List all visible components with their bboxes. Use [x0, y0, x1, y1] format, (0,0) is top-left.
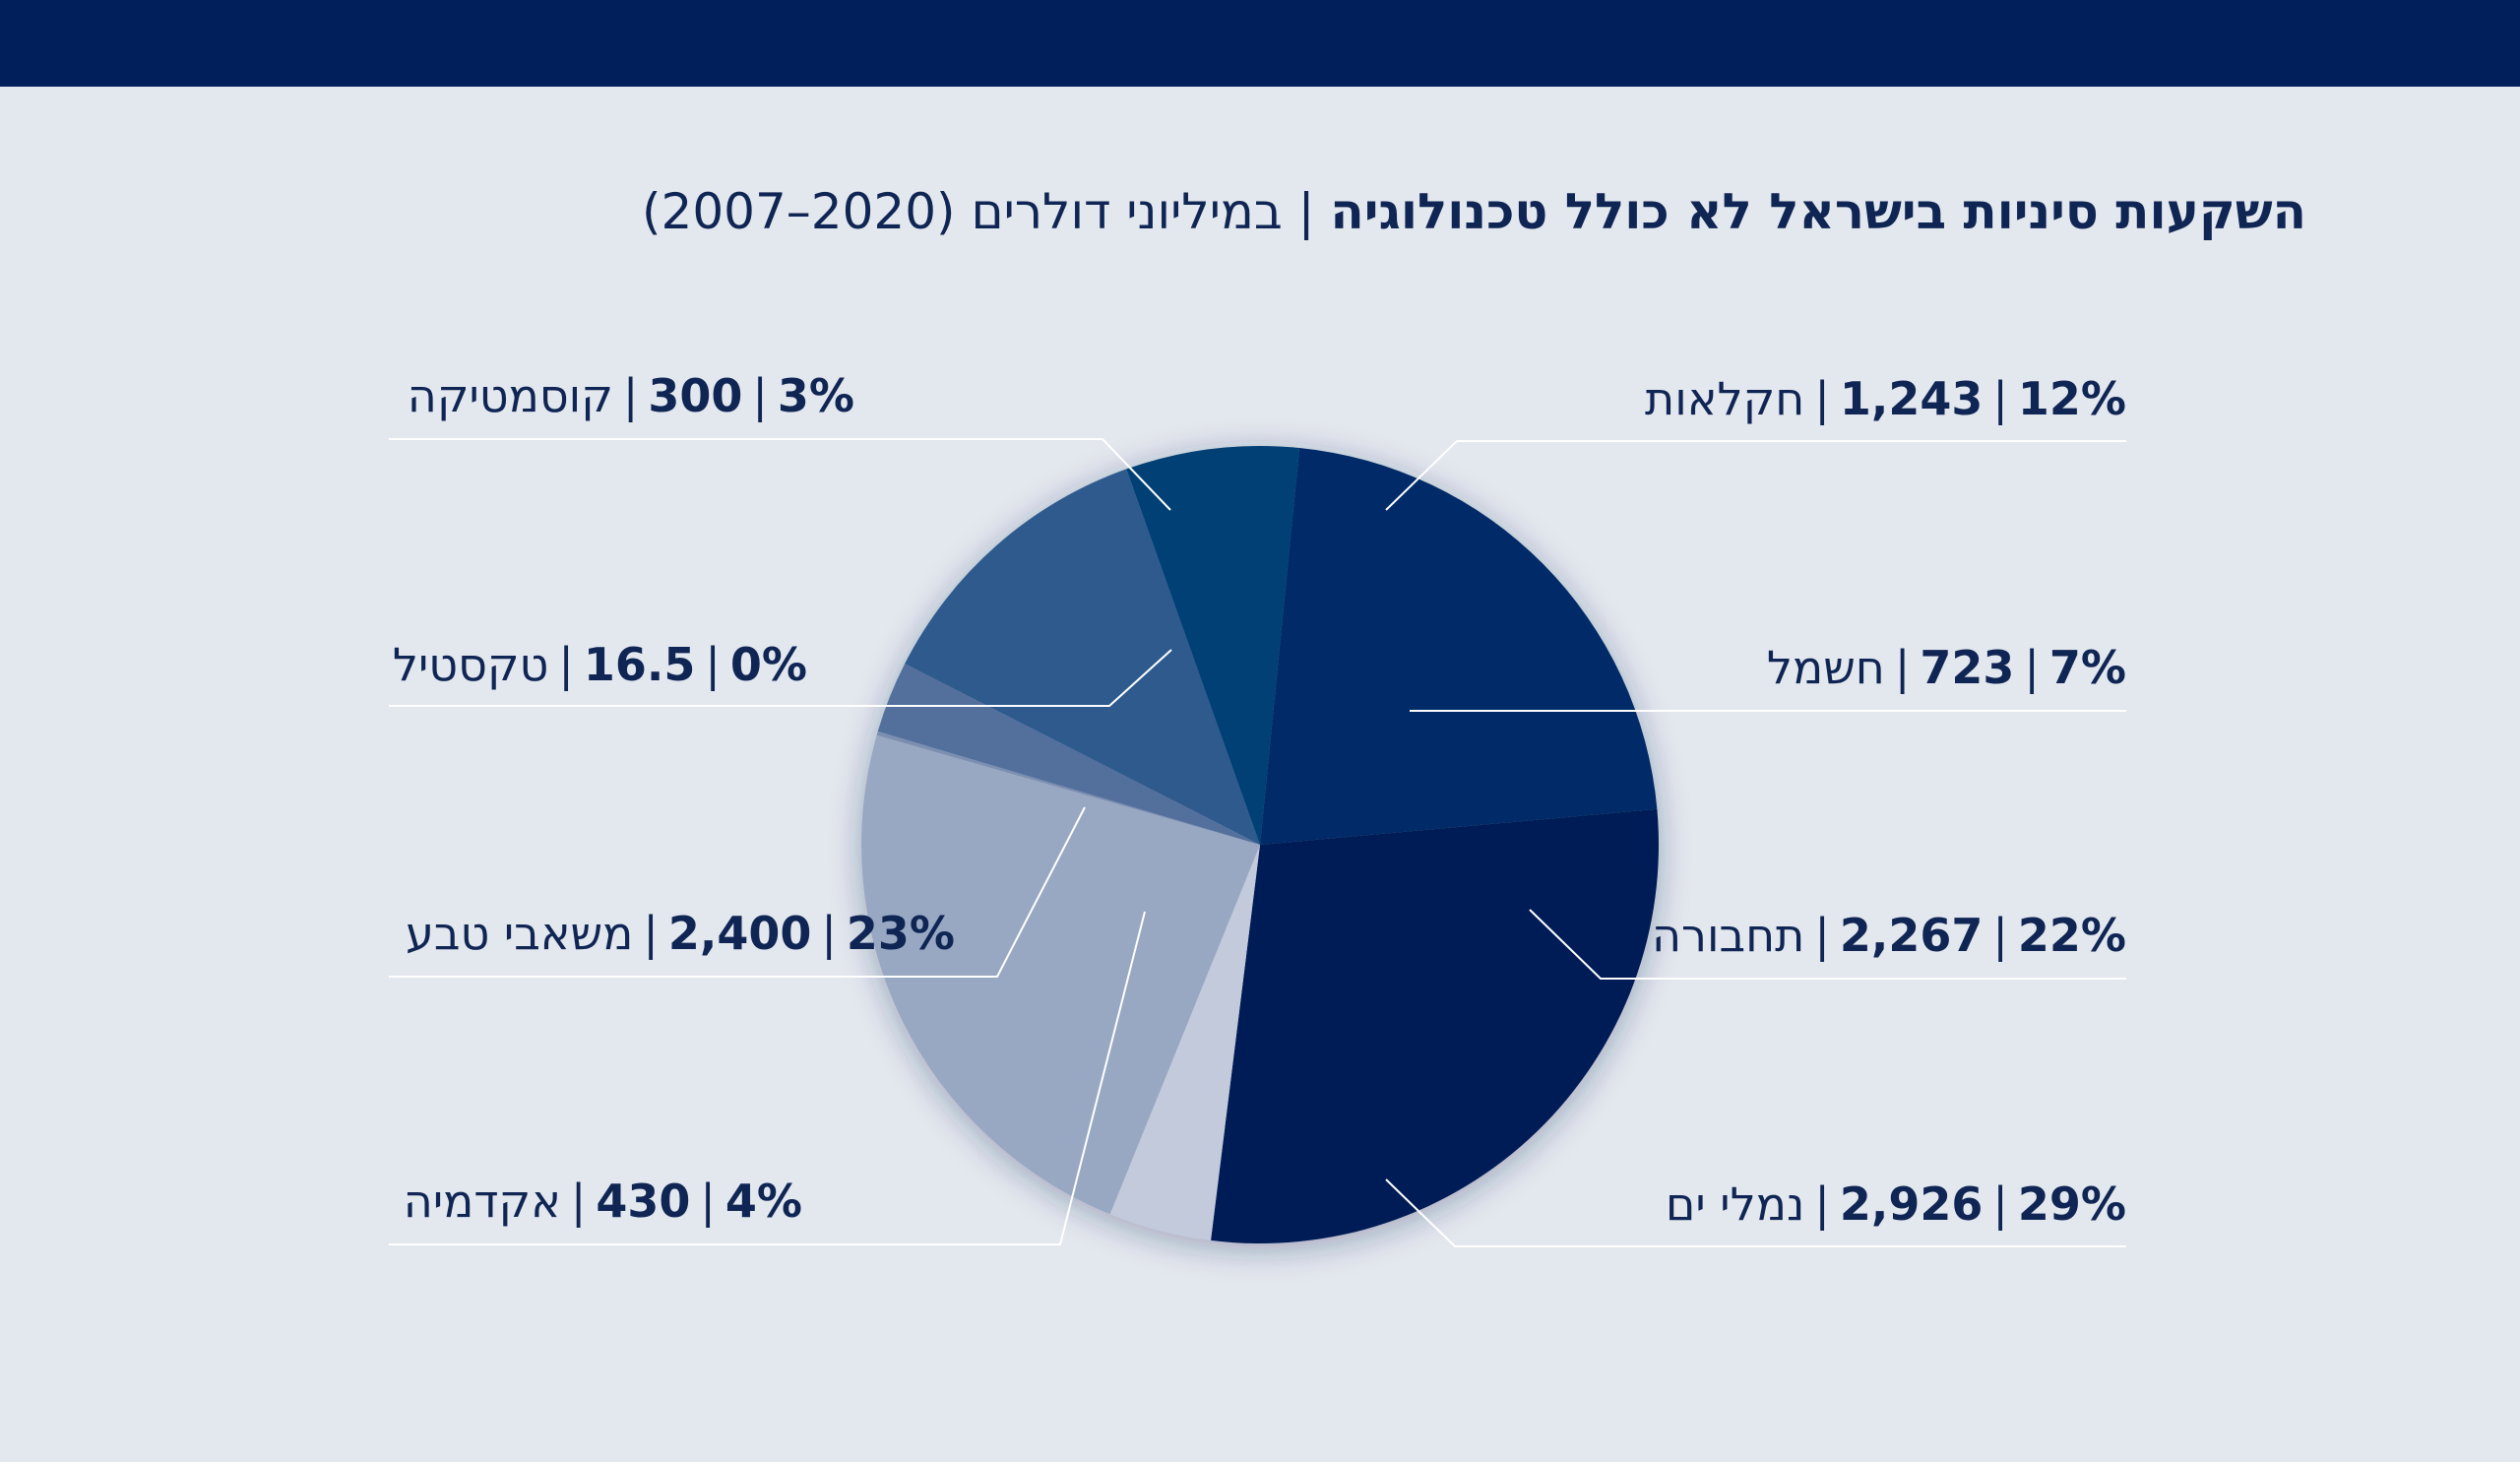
label-percent: 3%	[777, 369, 854, 422]
pie-slice-transport	[1260, 447, 1658, 845]
header-bar	[0, 0, 2520, 87]
label-percent: 12%	[2017, 372, 2126, 425]
pie-slice-cosmetics	[877, 664, 1260, 845]
title-years: (2007–2020)	[642, 183, 956, 240]
label-name: תחבורה	[1651, 909, 1805, 962]
leader-line-academia	[389, 911, 1146, 1245]
label-name: קוסמטיקה	[407, 369, 613, 422]
label-percent: 29%	[2017, 1177, 2126, 1231]
label-separator: |	[643, 907, 659, 960]
label-separator: |	[821, 907, 837, 960]
pie-slices	[861, 446, 1660, 1244]
label-separator: |	[1814, 909, 1830, 962]
label-value: 16.5	[583, 638, 696, 691]
leader-line-agriculture	[1385, 440, 2126, 511]
label-value: 1,243	[1839, 372, 1984, 425]
label-transport: 22%|2,267|תחבורה	[1652, 906, 2126, 965]
label-separator: |	[1992, 909, 2008, 962]
label-separator: |	[700, 1175, 716, 1228]
title-separator: |	[1297, 183, 1315, 240]
chart-title: השקעות סיניות בישראל לא כולל טכנולוגיה |…	[338, 177, 2306, 246]
label-percent: 23%	[846, 907, 955, 960]
label-separator: |	[1814, 372, 1830, 425]
label-value: 2,400	[667, 907, 812, 960]
label-name: טקסטיל	[392, 638, 549, 691]
label-natural-resources: 23%|2,400|משאבי טבע	[406, 904, 955, 963]
label-value: 300	[648, 369, 743, 422]
leader-line-textile	[389, 649, 1172, 707]
label-name: נמלי ים	[1665, 1177, 1805, 1231]
pie-slice-textile	[876, 731, 1260, 845]
label-value: 723	[1920, 641, 2015, 694]
label-separator: |	[570, 1175, 587, 1228]
label-value: 2,926	[1839, 1177, 1984, 1231]
label-percent: 0%	[729, 638, 807, 691]
pie-slice-natural-resources	[861, 734, 1260, 1215]
label-separator: |	[622, 369, 639, 422]
label-name: חשמל	[1766, 641, 1885, 694]
label-agriculture: 12%|1,243|חקלאות	[1645, 369, 2126, 428]
leader-line-natural-resources	[389, 806, 1086, 978]
leader-lines	[389, 438, 2126, 1247]
label-separator: |	[1894, 641, 1911, 694]
label-percent: 7%	[2048, 641, 2126, 694]
label-separator: |	[558, 638, 574, 691]
label-name: משאבי טבע	[406, 907, 634, 960]
label-value: 430	[596, 1175, 691, 1228]
label-textile: 0%|16.5|טקסטיל	[393, 635, 807, 694]
label-separator: |	[2024, 641, 2040, 694]
label-name: חקלאות	[1645, 372, 1805, 425]
label-separator: |	[1992, 1177, 2008, 1231]
leader-line-cosmetics	[389, 438, 1171, 511]
label-seaports: 29%|2,926|נמלי ים	[1666, 1175, 2126, 1234]
pie-slice-electricity	[1126, 446, 1300, 845]
label-value: 2,267	[1839, 909, 1984, 962]
pie-slice-academia	[1109, 845, 1260, 1240]
label-percent: 22%	[2017, 909, 2126, 962]
leader-line-seaports	[1385, 1178, 2126, 1247]
label-percent: 4%	[724, 1175, 802, 1228]
label-electricity: 7%|723|חשמל	[1767, 638, 2126, 697]
label-separator: |	[705, 638, 721, 691]
title-main: השקעות סיניות בישראל לא כולל טכנולוגיה	[1330, 183, 2306, 240]
pie-slice-agriculture	[905, 469, 1260, 845]
leader-line-transport	[1529, 909, 2126, 980]
pie-slice-seaports	[1211, 808, 1660, 1244]
label-academia: 4%|430|אקדמיה	[404, 1172, 802, 1231]
label-separator: |	[1992, 372, 2008, 425]
label-cosmetics: 3%|300|קוסמטיקה	[408, 366, 854, 425]
label-name: אקדמיה	[403, 1175, 561, 1228]
label-separator: |	[752, 369, 768, 422]
title-subtitle: במיליוני דולרים	[971, 183, 1283, 240]
label-separator: |	[1814, 1177, 1830, 1231]
